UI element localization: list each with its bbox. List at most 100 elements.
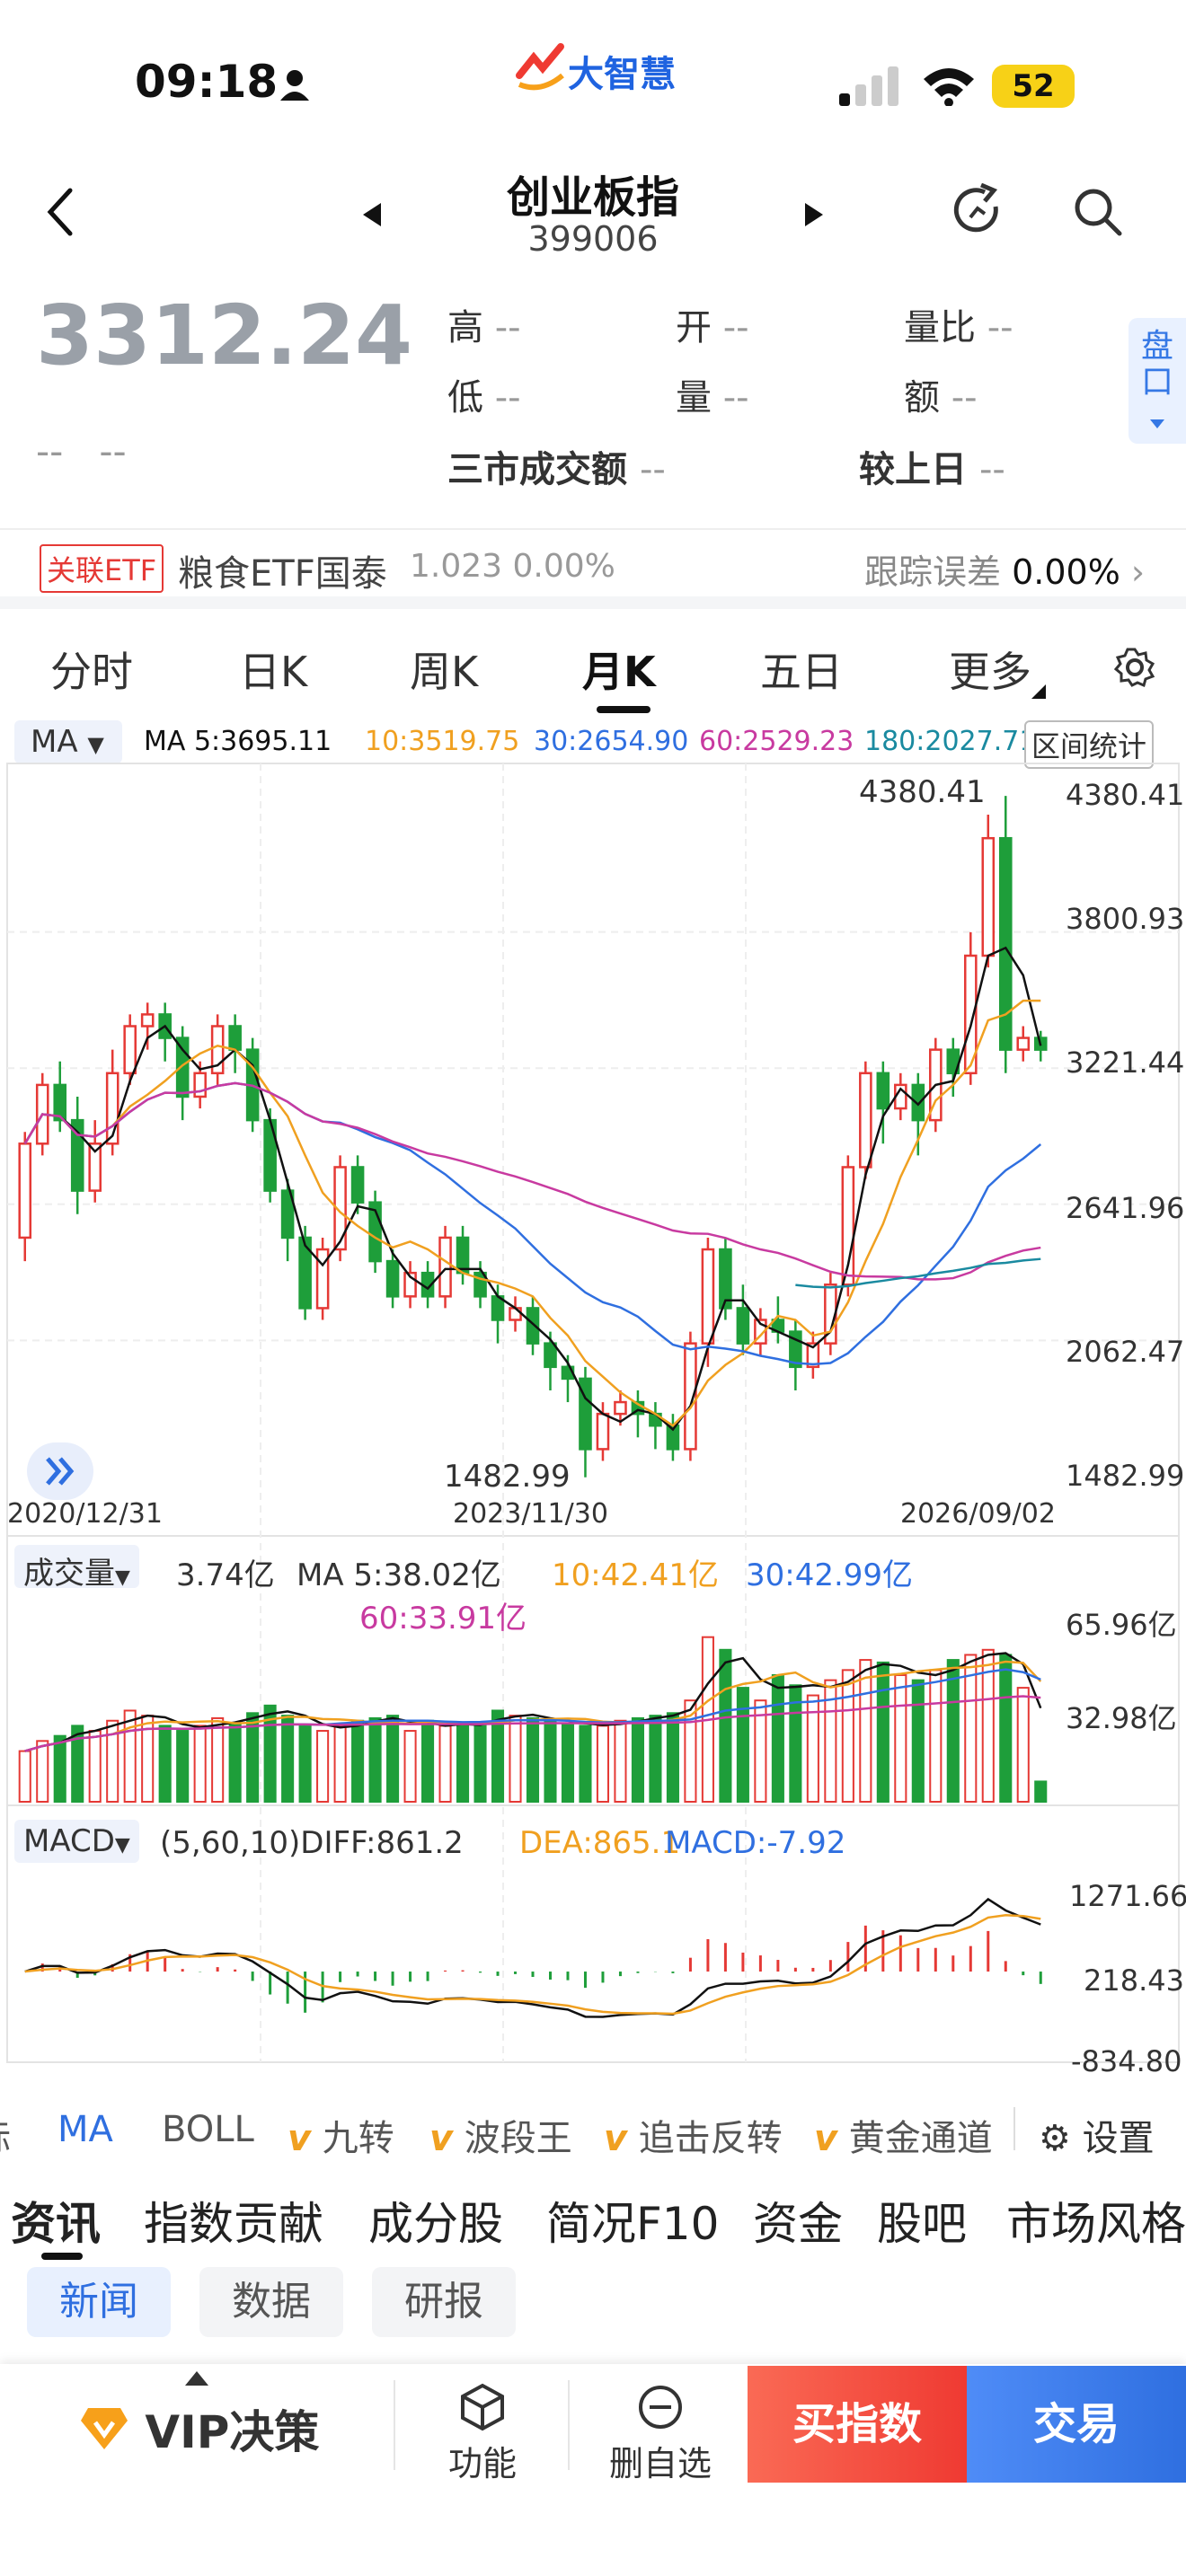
tab-weekly-k[interactable]: 周K [410, 648, 479, 696]
volume-bar [333, 1725, 347, 1804]
volume-bar [193, 1725, 207, 1804]
page-title: 创业板指 [506, 172, 679, 223]
candle [70, 1118, 84, 1192]
ma5-line [23, 946, 1042, 1432]
bottom-divider [568, 2380, 570, 2470]
news-tab-forum[interactable]: 股吧 [877, 2198, 967, 2250]
volume-value: 3.74亿 [176, 1557, 275, 1593]
volume-bar [929, 1669, 943, 1804]
volume-bar [596, 1725, 610, 1804]
macd-value: MACD:-7.92 [665, 1825, 846, 1861]
quote-high: 高 -- [447, 307, 521, 348]
volume-bar [946, 1659, 960, 1803]
gear-icon[interactable] [1114, 647, 1155, 688]
volume-bar [684, 1699, 697, 1803]
next-stock-icon[interactable] [803, 201, 825, 228]
candle [684, 1342, 697, 1451]
macd-selector[interactable]: MACD▼ [14, 1820, 139, 1863]
wifi-icon [924, 68, 974, 106]
indicator-partial[interactable]: 标 [0, 2109, 11, 2161]
candle [614, 1400, 627, 1416]
volume-bar [438, 1725, 452, 1804]
indicator-boll[interactable]: BOLL [162, 2109, 254, 2150]
volume-bar [246, 1712, 260, 1804]
news-tab-style[interactable]: 市场风格 [1006, 2198, 1186, 2250]
kline-chart[interactable] [0, 719, 1186, 2084]
candle [193, 1072, 207, 1098]
buy-index-button[interactable]: 买指数 [748, 2366, 967, 2483]
candle [350, 1166, 365, 1204]
tab-five-day[interactable]: 五日 [760, 648, 843, 696]
search-icon[interactable] [1071, 185, 1125, 239]
volume-bar [456, 1725, 470, 1804]
indicator-huangjin[interactable]: v 黄金通道 [814, 2118, 993, 2159]
ma60-line [23, 1081, 1041, 1281]
quote-volume: 量 -- [676, 377, 749, 419]
prev-stock-icon[interactable] [361, 201, 383, 228]
etf-bar[interactable] [0, 528, 1186, 609]
news-tab-funds[interactable]: 资金 [753, 2198, 843, 2250]
subtab-research[interactable]: 研报 [372, 2267, 516, 2337]
caret-down-icon [1150, 419, 1164, 428]
volume-bar [631, 1716, 644, 1803]
price-axis-label: 3221.44 [1066, 1045, 1185, 1080]
candle [1016, 1037, 1031, 1051]
volume-selector[interactable]: 成交量▼ [14, 1545, 139, 1592]
candle [298, 1236, 312, 1310]
back-icon[interactable] [43, 185, 79, 239]
candle [998, 836, 1013, 1051]
candle [526, 1307, 540, 1345]
current-price: 3312.24 [36, 287, 413, 384]
subtab-data[interactable]: 数据 [199, 2267, 343, 2337]
subtab-news[interactable]: 新闻 [27, 2267, 171, 2337]
news-tab-contribution[interactable]: 指数贡献 [144, 2198, 323, 2250]
volume-axis-label: 65.96亿 [1066, 1608, 1177, 1642]
news-tab-constituents[interactable]: 成分股 [368, 2198, 503, 2250]
range-stats-button[interactable]: 区间统计 [1024, 720, 1155, 769]
vip-decision-button[interactable]: VIP决策 [79, 2396, 319, 2461]
gear-icon: ⚙ [1039, 2118, 1071, 2159]
tab-more[interactable]: 更多 [949, 640, 1046, 699]
volume-bar [894, 1674, 907, 1804]
pankou-button[interactable]: 盘口 [1128, 318, 1186, 444]
indicator-boduanwang[interactable]: v 波段王 [429, 2118, 572, 2159]
tab-daily-k[interactable]: 日K [239, 648, 308, 696]
ma-selector[interactable]: MA ▼ [14, 720, 122, 763]
trade-button[interactable]: 交易 [967, 2366, 1186, 2483]
tab-monthly-k[interactable]: 月K [582, 648, 656, 696]
volume-bar [386, 1715, 400, 1803]
macd-panel-frame [6, 1804, 1180, 2063]
volume-bar [841, 1669, 854, 1804]
candle [579, 1377, 592, 1451]
indicator-jiuzhuan[interactable]: v 九转 [288, 2118, 394, 2159]
tab-intraday[interactable]: 分时 [50, 648, 133, 696]
function-button[interactable]: 功能 [444, 2382, 521, 2485]
etf-tag: 关联ETF [40, 544, 164, 593]
indicator-settings[interactable]: ⚙ 设置 [1039, 2118, 1155, 2159]
news-tab-f10[interactable]: 简况F10 [546, 2198, 720, 2250]
candle [456, 1236, 470, 1275]
candle [596, 1412, 610, 1451]
etf-name[interactable]: 粮食ETF国泰 [178, 553, 387, 595]
brand-logo-icon [516, 43, 564, 91]
news-tab-info[interactable]: 资讯 [11, 2198, 101, 2250]
candle [333, 1166, 347, 1251]
tracking-error[interactable]: 跟踪误差 0.00% › [864, 552, 1146, 592]
volume-bar [228, 1722, 242, 1803]
volume-bar [491, 1709, 505, 1803]
volume-bar [579, 1725, 592, 1804]
refresh-icon[interactable] [951, 183, 1005, 237]
macd-axis-label: 218.43 [1084, 1963, 1184, 1998]
indicator-ma[interactable]: MA [58, 2109, 113, 2150]
volume-bar [211, 1716, 225, 1803]
indicator-zhuiji[interactable]: v 追击反转 [604, 2118, 783, 2159]
user-icon [280, 70, 309, 101]
expand-button[interactable] [27, 1442, 93, 1500]
volume-bar [53, 1734, 66, 1804]
brand-logo: 大智慧 [514, 40, 676, 95]
vip-diamond-icon [81, 2408, 128, 2449]
volume-ma60-line [24, 1695, 1041, 1752]
volume-bar [71, 1725, 84, 1804]
remove-watchlist-button[interactable]: 删自选 [602, 2382, 719, 2485]
volume-bar [771, 1674, 784, 1804]
